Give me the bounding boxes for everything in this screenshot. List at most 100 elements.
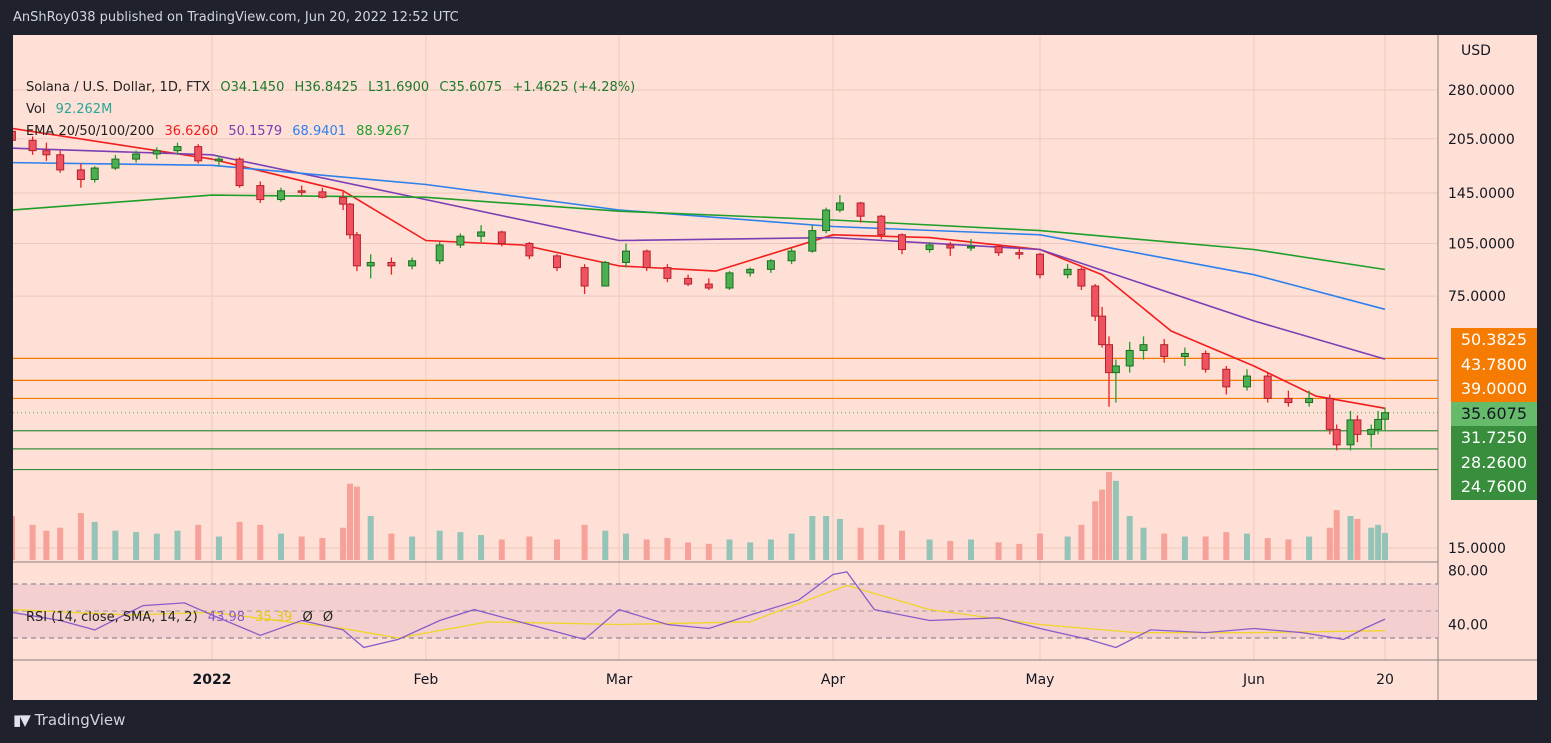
ema-line-200 <box>13 194 1386 271</box>
ema50-value: 50.1579 <box>228 124 283 139</box>
volume-bar <box>1016 543 1023 560</box>
candle-body <box>152 150 161 155</box>
volume-bar <box>478 535 485 560</box>
candle <box>56 150 65 173</box>
candle-body <box>132 153 141 160</box>
level-label: 24.7600 <box>1460 477 1527 496</box>
candle <box>684 274 693 287</box>
candle-body <box>1222 368 1231 388</box>
candle <box>642 249 651 272</box>
candle-body <box>42 150 51 156</box>
volume-bar <box>1112 480 1119 560</box>
candle-body <box>725 272 734 289</box>
candle <box>1367 424 1376 448</box>
candle <box>214 155 223 167</box>
ema-label[interactable]: EMA 20/50/100/200 <box>26 124 155 139</box>
candle-body <box>1381 412 1389 420</box>
volume-value: 92.262M <box>55 102 113 117</box>
candle <box>808 225 817 253</box>
volume-label[interactable]: Vol <box>26 102 46 117</box>
candle <box>877 214 886 240</box>
candle <box>346 202 354 240</box>
candle <box>1381 407 1389 431</box>
candle <box>497 230 506 247</box>
candle <box>1015 248 1024 260</box>
candle <box>1036 252 1044 279</box>
candle-body <box>13 130 16 141</box>
volume-bar <box>726 539 733 560</box>
volume-bar <box>77 513 84 560</box>
candle <box>477 225 486 242</box>
candle-body <box>256 185 265 201</box>
candle <box>90 166 99 183</box>
candle-body <box>580 267 589 287</box>
candle-body <box>601 261 610 287</box>
candle-body <box>1180 352 1189 357</box>
candle-body <box>76 169 85 181</box>
volume-bar <box>857 527 864 560</box>
candle-body <box>925 244 934 251</box>
candle-body <box>704 283 713 289</box>
price-tick-label: 280.0000 <box>1448 83 1515 99</box>
volume-bar <box>623 533 629 560</box>
candle <box>1325 394 1334 435</box>
candle-body <box>352 234 361 267</box>
symbol-name[interactable]: Solana / U.S. Dollar, 1D, FTX <box>26 80 211 95</box>
volume-bar <box>1106 472 1112 560</box>
price-tick-label: 145.0000 <box>1448 186 1515 202</box>
candle <box>856 201 865 223</box>
candle-body <box>822 209 831 232</box>
volume-bar <box>899 530 905 560</box>
candle-body <box>1077 268 1086 287</box>
candle-body <box>346 203 354 236</box>
candle <box>1374 410 1383 435</box>
currency-label[interactable]: USD <box>1461 43 1491 59</box>
candle-body <box>90 167 99 181</box>
candle <box>111 154 120 170</box>
candle-body <box>746 268 755 274</box>
candle <box>994 244 1003 256</box>
volume-bar <box>57 527 64 560</box>
volume-bar <box>1161 533 1168 560</box>
volume-bar <box>353 486 360 560</box>
candle-body <box>1263 375 1272 399</box>
candle <box>1091 284 1100 321</box>
rsi-extra-1: Ø <box>302 610 313 625</box>
candle <box>746 267 755 277</box>
candle-body <box>967 245 975 249</box>
footer-brand[interactable]: ▮▼ TradingView <box>13 711 125 729</box>
volume-bar <box>926 539 933 560</box>
candle-body <box>194 146 203 162</box>
candle-body <box>1325 397 1334 430</box>
candle <box>435 241 444 265</box>
time-tick-label: 2022 <box>193 672 232 688</box>
candle <box>1353 415 1362 443</box>
candle-body <box>435 244 444 262</box>
volume-bar <box>947 540 954 560</box>
candle <box>553 254 561 272</box>
candle-body <box>339 196 348 205</box>
volume-bar <box>29 524 36 560</box>
price-tick-label: 105.0000 <box>1448 236 1515 252</box>
candle-body <box>1284 397 1293 404</box>
volume-bar <box>1140 527 1147 560</box>
candle-body <box>1063 268 1072 276</box>
ema-line-50 <box>13 147 1386 360</box>
candle-body <box>1105 344 1113 374</box>
ema-legend: EMA 20/50/100/200 36.6260 50.1579 68.940… <box>26 124 416 139</box>
volume-bar <box>968 539 974 560</box>
price-chart[interactable]: 280.0000 205.0000 145.0000 105.0000 75.0000 1… <box>13 35 1537 700</box>
candle-body <box>1160 344 1169 357</box>
rsi-label[interactable]: RSI (14, close, SMA, 14, 2) <box>26 610 198 625</box>
volume-bar <box>367 516 374 560</box>
volume-bar <box>1375 524 1382 560</box>
candle <box>277 187 285 202</box>
candle-body <box>877 215 886 236</box>
resistance-labels: 50.3825 43.7800 39.0000 <box>1451 328 1537 402</box>
publisher-line: AnShRoy038 published on TradingView.com,… <box>13 10 459 25</box>
candle-body <box>297 190 306 193</box>
candle <box>366 254 375 279</box>
candle-body <box>111 158 120 169</box>
chart-panel[interactable]: 280.0000 205.0000 145.0000 105.0000 75.0000 1… <box>13 35 1537 700</box>
candle-body <box>766 260 775 270</box>
